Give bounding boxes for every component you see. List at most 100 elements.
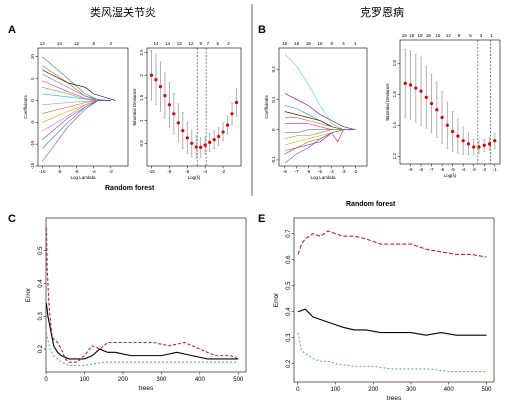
deviance-point — [429, 101, 434, 106]
top-tick-label: 2 — [110, 41, 113, 46]
chart-b-dev: -9 -8 -7 -6 -5 -4 -3 -2 -1 1.2 1.4 1.6 1.8 Log(λ) Bino… — [385, 33, 501, 178]
x-tick-label: 0 — [44, 377, 48, 383]
series-line-13 — [42, 100, 111, 162]
series-line-2 — [45, 332, 239, 367]
y-tick-label: 0.4 — [286, 307, 292, 316]
top-tick-label: 12 — [74, 41, 80, 46]
series-line-11 — [42, 100, 111, 141]
x-axis-label: trees — [387, 395, 402, 402]
x-tick-label: -8 — [57, 169, 61, 174]
top-tick-label: 18 — [294, 41, 300, 46]
top-tick-label: 1 — [490, 33, 493, 38]
top-tick-label: 8 — [458, 33, 461, 38]
series-line-10 — [284, 129, 356, 155]
deviance-point — [493, 139, 497, 143]
x-tick-label: 500 — [233, 377, 244, 383]
x-axis-label: Log Lambda — [310, 175, 336, 180]
deviance-point — [167, 103, 171, 107]
deviance-point — [477, 145, 481, 149]
deviance-point — [203, 143, 207, 147]
series-line-8 — [42, 100, 111, 114]
y-tick-label: -5 — [30, 120, 35, 124]
x-tick-label: 200 — [118, 377, 129, 383]
top-tick-label: 4 — [342, 41, 345, 46]
deviance-point — [212, 138, 216, 142]
x-tick-label: 200 — [368, 387, 379, 393]
y-tick-label: 2.5 — [139, 49, 144, 56]
y-axis-label: Error — [273, 292, 280, 307]
deviance-point — [424, 95, 428, 99]
top-tick-label: 19 — [282, 41, 288, 46]
top-tick-label: 14 — [153, 41, 159, 46]
top-tick-label: 16 — [435, 33, 441, 38]
deviance-point — [456, 134, 460, 138]
top-tick-label: 14 — [57, 41, 63, 46]
deviance-point — [221, 130, 225, 134]
top-tick-label: 2 — [227, 41, 230, 46]
y-tick-label: 1.2 — [392, 153, 397, 160]
plot-frame — [293, 217, 495, 383]
series-line-0 — [42, 56, 111, 101]
deviance-point — [190, 141, 194, 145]
deviance-point — [158, 84, 163, 89]
deviance-point — [234, 100, 239, 105]
y-tick-label: -15 — [30, 162, 35, 169]
top-tick-label: 14 — [165, 41, 171, 46]
x-tick-label: -6 — [75, 169, 79, 174]
series-line-1 — [284, 93, 356, 130]
top-tick-label: 19 — [417, 33, 423, 38]
x-tick-label: 400 — [444, 387, 455, 393]
top-tick-label: 9 — [331, 41, 334, 46]
series-line-6 — [42, 69, 116, 101]
top-tick-label: 19 — [409, 33, 415, 38]
x-tick-label: 500 — [481, 387, 492, 393]
deviance-point — [408, 83, 413, 87]
deviance-point — [176, 121, 180, 125]
y-tick-label: 0.5 — [286, 281, 292, 290]
top-tick-label: 12 — [188, 41, 194, 46]
x-tick-label: -10 — [148, 169, 155, 174]
plot-frame — [45, 217, 247, 373]
chart-e-error: 0 100 200 300 400 500 0.2 0.3 0.4 0.5 0.6 0.7 trees E… — [273, 217, 495, 402]
y-tick-label: 10 — [30, 54, 35, 60]
deviance-point — [154, 78, 158, 82]
top-tick-label: 5 — [469, 33, 472, 38]
random-forest-label-right: Random forest — [346, 201, 396, 208]
series-line-0 — [45, 303, 239, 360]
x-tick-label: -2 — [221, 169, 225, 174]
x-tick-label: -1 — [493, 167, 497, 172]
chart-b-coef: -8 -7 -6 -5 -4 -3 -2 -0.1 0 0.1 0.2 Log Lambda Coeff… — [264, 41, 368, 180]
deviance-point — [487, 142, 492, 146]
top-tick-label: 9 — [199, 41, 202, 46]
deviance-point — [217, 134, 221, 139]
plot-frame — [146, 47, 242, 167]
series-line-1 — [45, 227, 239, 363]
x-tick-label: -2 — [353, 169, 357, 174]
y-tick-label: 0.7 — [286, 229, 292, 238]
deviance-point — [199, 145, 203, 149]
x-tick-label: -6 — [306, 169, 310, 174]
top-tick-label: 5 — [216, 41, 219, 46]
x-tick-label: -3 — [472, 167, 476, 172]
top-tick-label: 12 — [446, 33, 452, 38]
top-tick-label: 3 — [480, 33, 483, 38]
deviance-point — [172, 112, 176, 116]
x-tick-label: -4 — [92, 169, 96, 174]
deviance-point — [435, 108, 439, 112]
series-line-12 — [42, 100, 111, 149]
y-tick-label: 0 — [30, 99, 35, 102]
x-tick-label: -5 — [451, 167, 455, 172]
deviance-point — [185, 136, 189, 140]
series-line-3 — [42, 80, 111, 101]
title-left: 类风湿关节炎 — [90, 5, 156, 19]
x-tick-label: -2 — [109, 169, 113, 174]
deviance-point — [461, 139, 465, 143]
x-tick-label: 100 — [79, 377, 90, 383]
chart-c-error: 0 100 200 300 400 500 0.2 0.3 0.4 0.5 trees Error — [25, 217, 247, 392]
chart-a-dev: -10 -8 -6 -4 -2 0.5 1 1.5 2 2.5 Log(λ) Binomial Dev… — [132, 41, 242, 180]
deviance-point — [208, 140, 212, 144]
panel-letter-a: A — [8, 24, 16, 36]
series-line-7 — [284, 129, 356, 140]
x-tick-label: -4 — [461, 167, 465, 172]
